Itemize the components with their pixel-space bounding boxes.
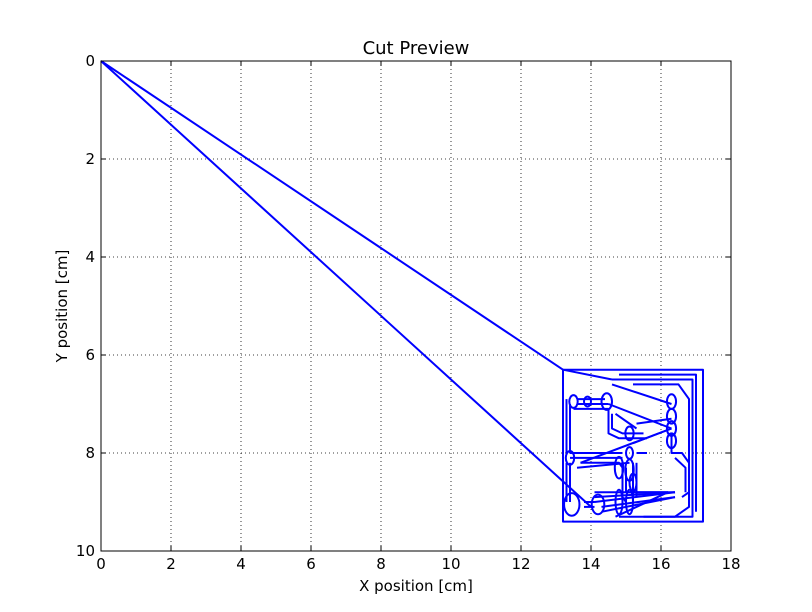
cut-pad-0 [568, 394, 579, 409]
x-tick-labels: 0 2 4 6 8 10 12 14 16 18 [96, 555, 740, 573]
y-tick-label: 6 [85, 346, 95, 364]
grid [101, 61, 731, 551]
x-tick-label: 4 [236, 555, 246, 573]
cut-pad-10 [613, 455, 625, 480]
x-tick-label: 10 [441, 555, 460, 573]
x-tick-label: 14 [581, 555, 600, 573]
cut-path-1 [100, 60, 592, 508]
cut-pad-2 [600, 392, 613, 411]
x-tick-label: 16 [651, 555, 670, 573]
y-tick-label: 0 [85, 52, 95, 70]
cut-path-11 [614, 412, 638, 430]
ticks [100, 60, 732, 552]
cut-path-4 [619, 373, 697, 512]
cut-pad-14 [590, 493, 606, 516]
cut-pad-7 [624, 425, 635, 442]
x-tick-label: 12 [511, 555, 530, 573]
chart-title: Cut Preview [363, 38, 470, 59]
cut-pad-9 [564, 450, 576, 466]
x-tick-label: 0 [96, 555, 106, 573]
cut-pad-12 [628, 472, 638, 493]
x-tick-label: 2 [166, 555, 176, 573]
cut-path-14 [636, 417, 672, 425]
cut-path-6 [611, 383, 672, 405]
x-tick-label: 8 [376, 555, 386, 573]
y-axis-label: Y position [cm] [53, 250, 71, 364]
plot-area [100, 60, 704, 523]
cut-path-10 [608, 403, 672, 430]
y-tick-labels: 0 2 4 6 8 10 [76, 52, 95, 560]
cut-pad-15 [614, 488, 624, 516]
cut-pad-13 [563, 492, 581, 517]
cut-path-36 [601, 496, 676, 513]
cut-path-34 [594, 491, 676, 503]
cut-pad-4 [665, 407, 678, 425]
cut-pad-5 [665, 420, 678, 437]
cut-pad-6 [665, 432, 678, 450]
cut-path-5 [633, 383, 690, 518]
y-tick-label: 8 [85, 444, 95, 462]
cut-path-2 [562, 368, 613, 381]
x-tick-label: 6 [306, 555, 316, 573]
x-axis-label: X position [cm] [359, 577, 473, 595]
axes-frame [100, 60, 732, 552]
cut-path-0 [100, 60, 704, 523]
cut-path-16 [670, 433, 690, 498]
cut-path-22 [576, 461, 630, 469]
y-tick-label: 2 [85, 150, 95, 168]
cut-pad-1 [583, 395, 592, 408]
cut-pad-16 [625, 488, 634, 516]
cut-path-37 [615, 491, 669, 518]
cut-path-17 [674, 457, 687, 493]
y-tick-label: 4 [85, 248, 95, 266]
cut-path-23 [580, 427, 672, 464]
y-tick-label: 10 [76, 542, 95, 560]
x-tick-label: 18 [721, 555, 740, 573]
